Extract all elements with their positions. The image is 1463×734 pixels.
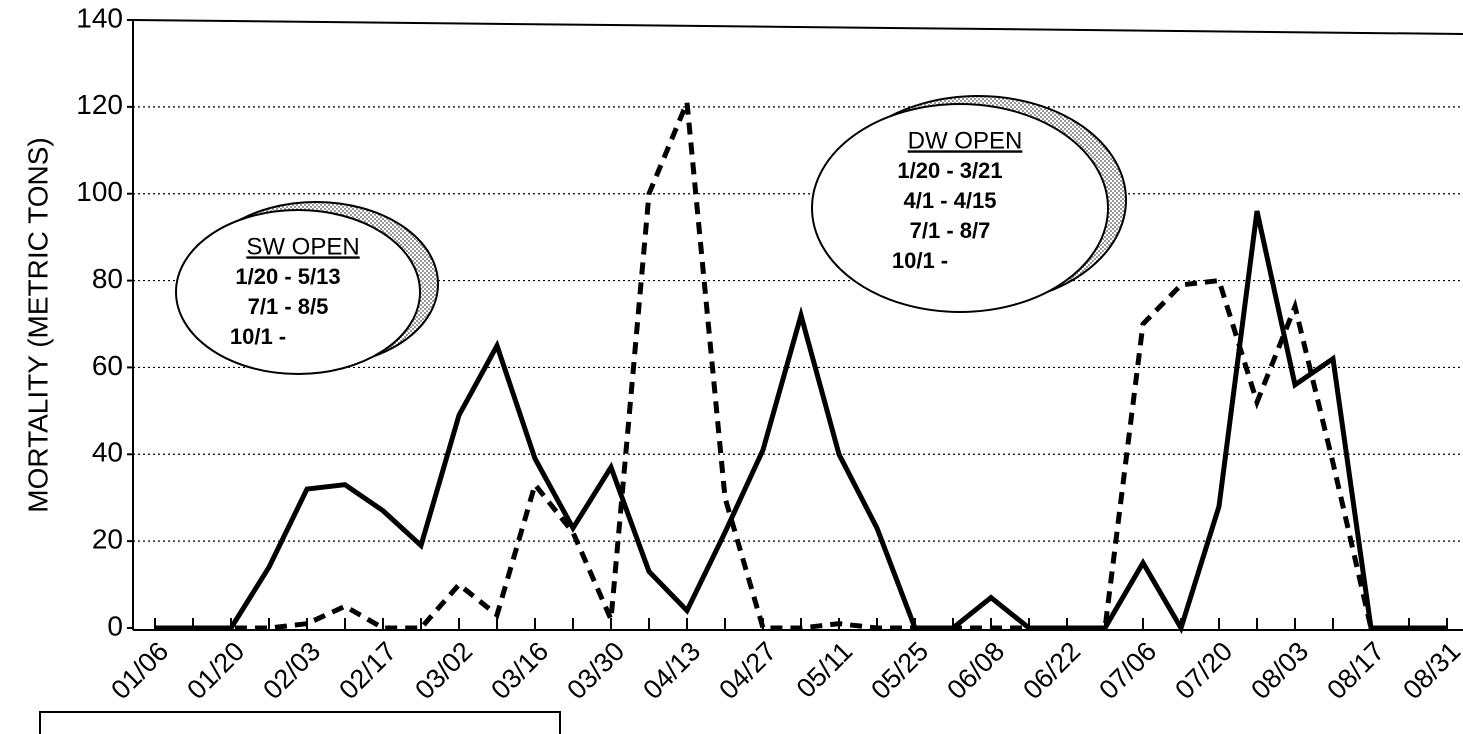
annotation-title: SW OPEN: [246, 233, 359, 260]
annotation-line: 4/1 - 4/15: [904, 188, 997, 213]
y-axis-label: MORTALITY (METRIC TONS): [22, 137, 53, 512]
x-tick-label: 08/17: [1321, 636, 1390, 705]
x-tick-label: 07/06: [1093, 636, 1162, 705]
x-tick-label: 03/30: [561, 636, 630, 705]
annotation-title: DW OPEN: [908, 127, 1023, 154]
y-tick-label: 0: [107, 610, 123, 641]
annotation-line: 1/20 - 5/13: [235, 264, 340, 289]
x-tick-label: 01/06: [105, 636, 174, 705]
y-tick-label: 80: [92, 263, 123, 294]
annotation-line: 1/20 - 3/21: [897, 158, 1002, 183]
annotation-line: 7/1 - 8/7: [910, 218, 991, 243]
legend-box: [39, 711, 561, 734]
x-tick-label: 06/22: [1017, 636, 1086, 705]
x-tick-label: 02/17: [333, 636, 402, 705]
x-tick-label: 04/27: [713, 636, 782, 705]
annotation-line: 10/1 -: [892, 248, 948, 273]
annotation-line: 10/1 -: [230, 324, 286, 349]
x-tick-label: 02/03: [257, 636, 326, 705]
x-tick-label: 05/11: [791, 636, 859, 704]
y-tick-label: 40: [92, 437, 123, 468]
y-tick-label: 140: [76, 2, 123, 33]
annotation-bubble: [811, 103, 1109, 313]
x-tick-label: 04/13: [637, 636, 706, 705]
y-tick-label: 120: [76, 89, 123, 120]
y-tick-label: 20: [92, 524, 123, 555]
x-tick-label: 05/25: [865, 636, 934, 705]
annotation-bubble: [175, 209, 421, 375]
annotation: DW OPEN 1/20 - 3/21 4/1 - 4/15 7/1 - 8/7 10/…: [811, 95, 1127, 313]
annotation-line: 7/1 - 8/5: [248, 294, 329, 319]
data-line: [155, 101, 1447, 631]
annotation: SW OPEN 1/20 - 5/13 7/1 - 8/5 10/1 -: [175, 201, 439, 375]
x-tick-label: 08/31: [1397, 636, 1463, 705]
y-tick-label: 100: [76, 176, 123, 207]
x-tick-label: 03/16: [485, 636, 554, 705]
x-tick-label: 01/20: [181, 636, 250, 705]
data-line: [155, 210, 1447, 635]
x-tick-label: 06/08: [941, 636, 1010, 705]
plot-frame-top: [132, 19, 1463, 35]
y-tick-label: 60: [92, 350, 123, 381]
x-tick-label: 08/03: [1245, 636, 1314, 705]
x-tick-label: 03/02: [409, 636, 478, 705]
x-tick-label: 07/20: [1169, 636, 1238, 705]
